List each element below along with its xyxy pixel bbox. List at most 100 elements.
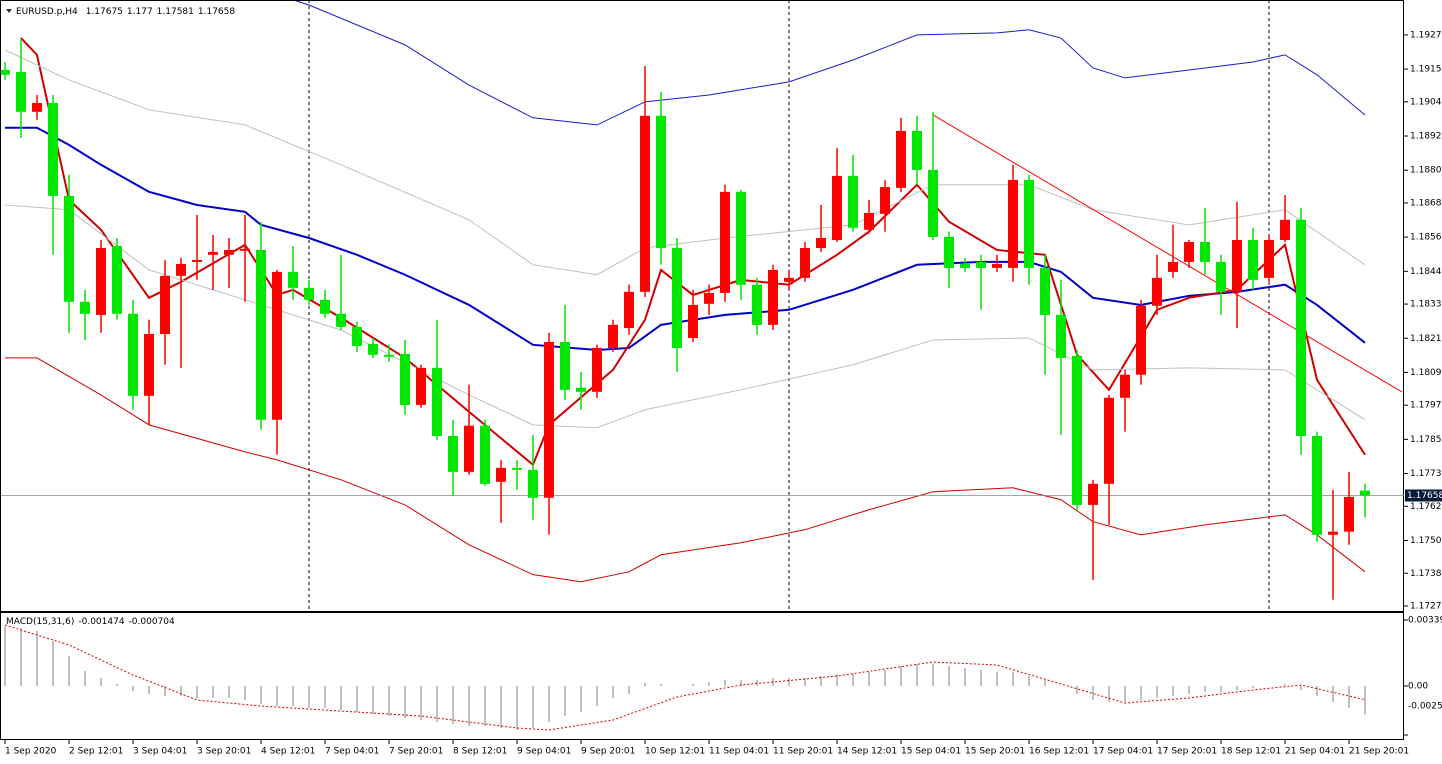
candle-body [208, 251, 218, 255]
candle-body [864, 212, 874, 230]
x-tick-label: 16 Sep 12:01 [1029, 747, 1089, 757]
y-tick-label: 1.18685 [1410, 198, 1442, 208]
x-tick-label: 1 Sep 2020 [5, 747, 57, 757]
indicator-line [5, 357, 1366, 583]
macd-signal: -0.000704 [129, 617, 175, 627]
candle-body [1152, 277, 1162, 306]
x-tick-label: 9 Sep 20:01 [581, 747, 635, 757]
candle-body [1360, 490, 1370, 496]
candle-body [96, 247, 106, 315]
candle-body [1040, 267, 1050, 315]
candle-body [960, 263, 970, 268]
candle-body [336, 313, 346, 327]
candle-body [352, 326, 362, 346]
main-plot [1, 1, 1404, 611]
candle-body [944, 236, 954, 268]
menu-icon[interactable] [6, 9, 12, 13]
candle-body [832, 175, 842, 240]
y-tick-label: 1.18800 [1410, 166, 1442, 176]
x-tick-label: 7 Sep 20:01 [389, 747, 443, 757]
candle-body [1088, 483, 1098, 505]
candle-body [992, 263, 1002, 268]
x-tick-label: 9 Sep 04:01 [517, 747, 571, 757]
candle-body [384, 354, 394, 357]
candle-body [1296, 219, 1306, 436]
candle-body [272, 271, 282, 420]
y-tick-label: 1.18090 [1410, 368, 1442, 378]
y-tick-label: 1.19040 [1410, 97, 1442, 107]
x-tick-label: 21 Sep 20:01 [1349, 747, 1409, 757]
price-tag-label: 1.17658 [1407, 491, 1442, 501]
y-tick-label: 0.003395 [1408, 616, 1442, 626]
y-tick-label: 1.18565 [1410, 233, 1442, 243]
candle-body [192, 259, 202, 262]
candle-body [784, 277, 794, 282]
macd-main: -0.001474 [78, 617, 124, 627]
x-tick-label: 17 Sep 04:01 [1093, 747, 1153, 757]
candle-body [320, 299, 330, 314]
candle-body [736, 191, 746, 285]
candle-body [1248, 239, 1258, 280]
candle-body [240, 248, 250, 251]
candle-body [288, 271, 298, 288]
indicator-line [5, 126, 1366, 351]
candle-body [1216, 261, 1226, 292]
y-tick-label: -0.00252 [1408, 702, 1442, 712]
y-tick-label: 1.17385 [1410, 569, 1442, 579]
candle-body [544, 341, 554, 498]
candle-body [1104, 397, 1114, 484]
y-tick-label: 0.00 [1408, 682, 1428, 692]
y-tick-label: 1.18330 [1410, 300, 1442, 310]
candle-body [32, 102, 42, 112]
x-tick-label: 2 Sep 12:01 [69, 747, 123, 757]
axes: 1.19275 1.19155 1.19040 1.18920 1.18800 1.186… [4, 30, 1442, 757]
candle-body [1120, 374, 1130, 398]
x-tick-label: 8 Sep 12:01 [453, 747, 507, 757]
macd-title: MACD(15,31,6) [6, 617, 74, 627]
x-tick-label: 15 Sep 04:01 [901, 747, 961, 757]
indicator-line [294, 1, 1366, 126]
candle-body [1136, 305, 1146, 375]
candle-body [1056, 314, 1066, 358]
x-tick-label: 21 Sep 04:01 [1285, 747, 1345, 757]
candle-body [64, 195, 74, 302]
candle-body [528, 469, 538, 498]
candle-body [1184, 241, 1194, 262]
candle-body [304, 287, 314, 300]
candle-body [416, 367, 426, 405]
candle-body [880, 187, 890, 214]
header-low: 1.17581 [157, 7, 194, 17]
candle-body [480, 425, 490, 484]
candle-body [368, 343, 378, 355]
price-tag [1405, 489, 1442, 502]
candle-body [1024, 179, 1034, 268]
candle-body [592, 347, 602, 392]
candle-body [752, 284, 762, 325]
y-tick-label: 1.19275 [1410, 30, 1442, 40]
x-tick-label: 11 Sep 20:01 [773, 747, 833, 757]
candle-body [496, 467, 506, 482]
macd-header: MACD(15,31,6) -0.001474 -0.000704 [6, 617, 175, 627]
candle-body [400, 353, 410, 405]
candle-body [1328, 531, 1338, 535]
candle-body [768, 269, 778, 325]
candle-body [224, 249, 234, 255]
candle-body [144, 333, 154, 396]
candle-body [432, 367, 442, 436]
x-tick-label: 10 Sep 12:01 [645, 747, 705, 757]
candle-body [704, 292, 714, 304]
y-tick-label: 1.17620 [1410, 502, 1442, 512]
candle-body [1312, 435, 1322, 535]
candle-body [160, 275, 170, 334]
candle-body [176, 263, 186, 276]
candle-body [1072, 355, 1082, 505]
candle-body [688, 304, 698, 338]
x-tick-label: 4 Sep 12:01 [261, 747, 315, 757]
macd-panel [0, 612, 1404, 740]
candle-body [672, 247, 682, 348]
x-tick-label: 14 Sep 12:01 [837, 747, 897, 757]
candle-body [1, 69, 10, 75]
candle-body [1280, 219, 1290, 240]
